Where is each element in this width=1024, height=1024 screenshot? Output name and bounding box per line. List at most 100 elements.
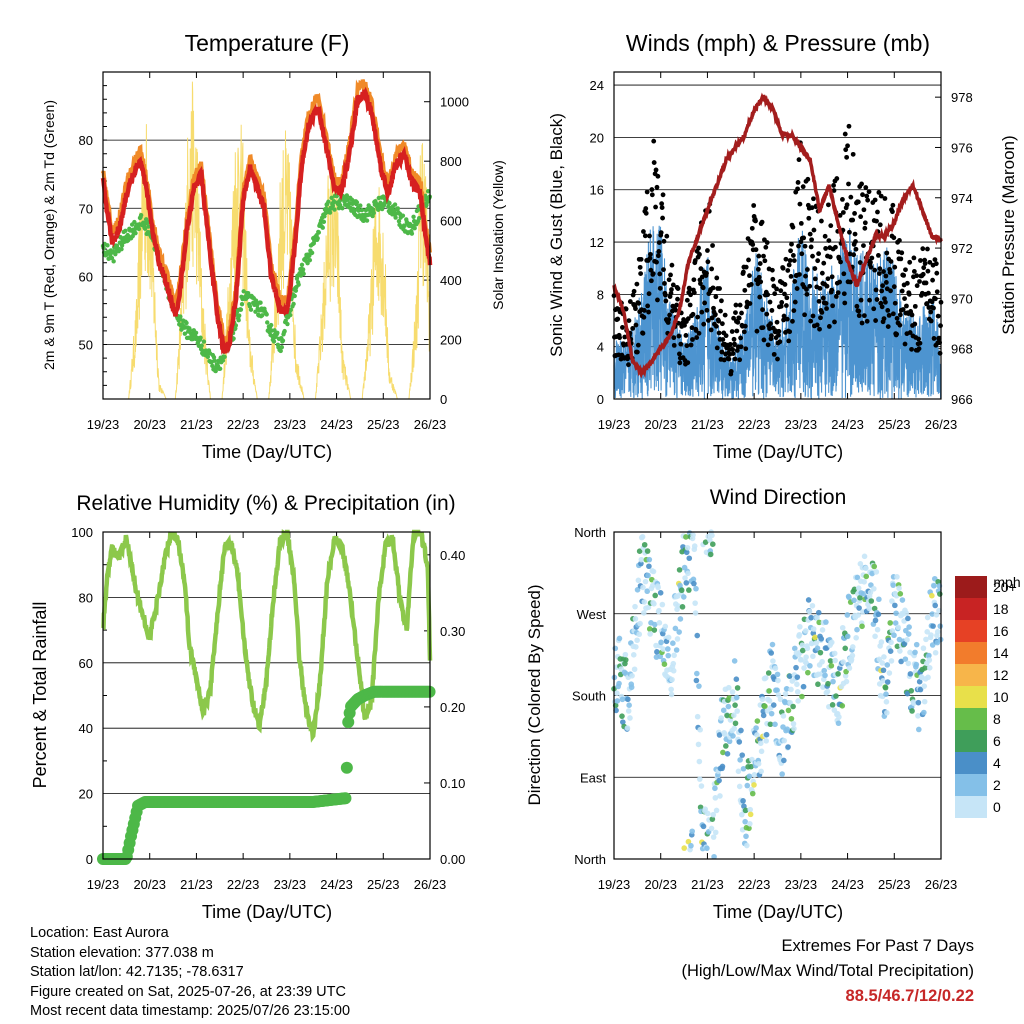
direction-point <box>880 678 886 684</box>
direction-point <box>646 556 653 563</box>
direction-point <box>627 715 633 721</box>
dewpoint-point <box>320 225 325 230</box>
humidity-panel: Relative Humidity (%) & Precipitation (i… <box>30 492 465 922</box>
direction-point <box>612 645 619 652</box>
gust-point <box>819 310 825 315</box>
gust-point <box>649 187 655 192</box>
direction-point <box>794 689 801 695</box>
gust-point <box>782 291 787 297</box>
gust-point <box>790 224 796 230</box>
dewpoint-point <box>321 219 327 225</box>
gust-point <box>892 300 898 306</box>
gust-point <box>711 305 716 311</box>
direction-point <box>683 534 689 540</box>
x-tick-label: 22/23 <box>738 417 771 432</box>
gust-point <box>873 287 879 293</box>
gust-point <box>851 252 857 258</box>
y-tick-label: 4 <box>597 340 604 355</box>
direction-point <box>871 585 877 592</box>
legend-label: 20+ <box>993 579 1017 595</box>
gust-point <box>763 244 769 250</box>
gust-point <box>828 223 834 229</box>
direction-point <box>810 653 816 660</box>
gust-point <box>776 332 781 338</box>
dewpoint-point <box>268 322 274 328</box>
direction-point <box>736 739 743 745</box>
direction-point <box>726 738 733 745</box>
temperature-plot-area: 19/23 20/23 21/23 22/23 23/23 24/23 25/23 26/23… <box>79 72 469 432</box>
dewpoint-point <box>309 250 315 256</box>
gust-point <box>650 271 656 277</box>
gust-point <box>858 297 864 303</box>
direction-point <box>731 712 737 719</box>
direction-point <box>710 834 717 840</box>
gust-point <box>909 312 915 318</box>
legend-swatch <box>955 752 987 774</box>
direction-point <box>897 648 903 654</box>
direction-point <box>709 532 715 539</box>
gust-point <box>631 288 637 294</box>
y-tick-label: 20 <box>590 130 604 145</box>
direction-point <box>799 693 805 700</box>
direction-point <box>790 721 797 727</box>
direction-point <box>686 555 693 562</box>
gust-point <box>876 190 882 195</box>
direction-point <box>876 596 882 603</box>
direction-point <box>849 652 856 659</box>
dewpoint-point <box>142 226 148 231</box>
gust-point <box>852 231 858 237</box>
direction-point <box>644 548 651 554</box>
direction-point <box>921 683 928 689</box>
gust-point <box>625 353 631 359</box>
direction-point <box>783 686 790 692</box>
direction-point <box>840 659 846 665</box>
gust-point <box>774 286 779 292</box>
dewpoint-point <box>392 202 398 207</box>
direction-frame <box>613 531 942 860</box>
gust-point <box>748 282 754 287</box>
y-tick-label: 40 <box>79 721 93 736</box>
direction-point <box>844 612 851 618</box>
direction-point <box>889 598 895 604</box>
gust-point <box>656 249 662 254</box>
gust-point <box>638 271 644 277</box>
gust-point <box>897 312 903 318</box>
direction-point <box>657 590 664 596</box>
direction-point <box>772 665 779 672</box>
dewpoint-point <box>119 246 124 252</box>
x-tick-label: 26/23 <box>414 417 447 432</box>
x-tick-label: 25/23 <box>878 877 911 892</box>
extremes-summary: Extremes For Past 7 Days (High/Low/Max W… <box>681 934 974 1009</box>
gust-point <box>819 270 825 276</box>
x-tick-label: 21/23 <box>691 417 724 432</box>
temp-2m-line <box>100 86 433 355</box>
direction-point <box>806 608 813 615</box>
gust-point <box>741 329 747 335</box>
gust-point <box>667 312 672 318</box>
dewpoint-point <box>354 200 360 205</box>
y-tick-label: 50 <box>79 338 93 353</box>
direction-point <box>636 631 643 638</box>
gust-point <box>858 214 864 220</box>
gust-point <box>737 357 743 363</box>
gust-point <box>825 276 831 282</box>
gust-point <box>660 192 666 198</box>
gust-point <box>653 167 659 173</box>
gust-point <box>638 256 644 262</box>
dewpoint-point <box>278 348 283 354</box>
dewpoint-point <box>258 300 263 305</box>
direction-point <box>835 720 842 727</box>
direction-point <box>685 838 692 845</box>
gust-point <box>874 218 879 224</box>
direction-point <box>872 617 879 624</box>
dewpoint-point <box>211 355 217 360</box>
direction-point <box>766 688 772 694</box>
direction-point <box>777 696 784 703</box>
direction-point <box>846 665 853 671</box>
dewpoint-point <box>138 212 144 218</box>
gust-point <box>788 248 793 254</box>
dewpoint-point <box>199 343 204 348</box>
direction-point <box>763 738 769 744</box>
direction-point <box>702 539 709 545</box>
direction-point <box>665 646 671 652</box>
